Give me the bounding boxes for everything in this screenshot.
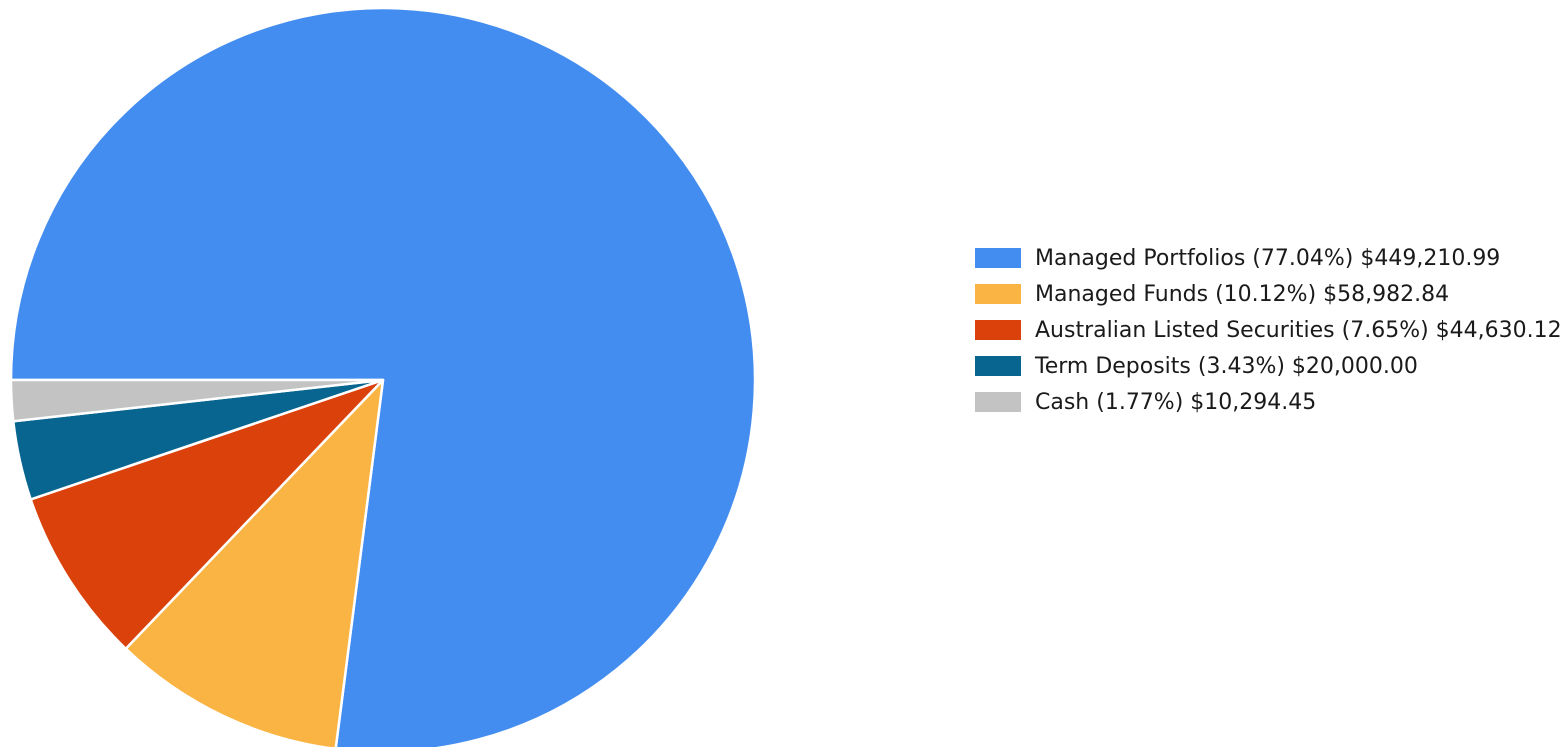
legend-label: Managed Funds (10.12%) $58,982.84 — [1035, 281, 1450, 307]
pie-slice-cash — [9, 378, 385, 423]
legend-item-cash: Cash (1.77%) $10,294.45 — [975, 384, 1562, 420]
pie-slice-australian-listed-securities — [29, 378, 385, 650]
legend-item-managed-portfolios: Managed Portfolios (77.04%) $449,210.99 — [975, 240, 1562, 276]
legend-label: Cash (1.77%) $10,294.45 — [1035, 389, 1317, 415]
legend-label: Term Deposits (3.43%) $20,000.00 — [1035, 353, 1418, 379]
pie-slice-managed-portfolios — [9, 6, 757, 747]
legend-item-managed-funds: Managed Funds (10.12%) $58,982.84 — [975, 276, 1562, 312]
legend-swatch — [975, 248, 1021, 268]
legend-item-term-deposits: Term Deposits (3.43%) $20,000.00 — [975, 348, 1562, 384]
chart-legend: Managed Portfolios (77.04%) $449,210.99 … — [975, 240, 1562, 420]
legend-item-australian-listed-securities: Australian Listed Securities (7.65%) $44… — [975, 312, 1562, 348]
pie-slice-managed-funds — [124, 378, 385, 747]
legend-swatch — [975, 284, 1021, 304]
legend-swatch — [975, 392, 1021, 412]
legend-swatch — [975, 320, 1021, 340]
legend-label: Australian Listed Securities (7.65%) $44… — [1035, 317, 1562, 343]
legend-label: Managed Portfolios (77.04%) $449,210.99 — [1035, 245, 1501, 271]
legend-swatch — [975, 356, 1021, 376]
pie-slices — [9, 6, 757, 747]
